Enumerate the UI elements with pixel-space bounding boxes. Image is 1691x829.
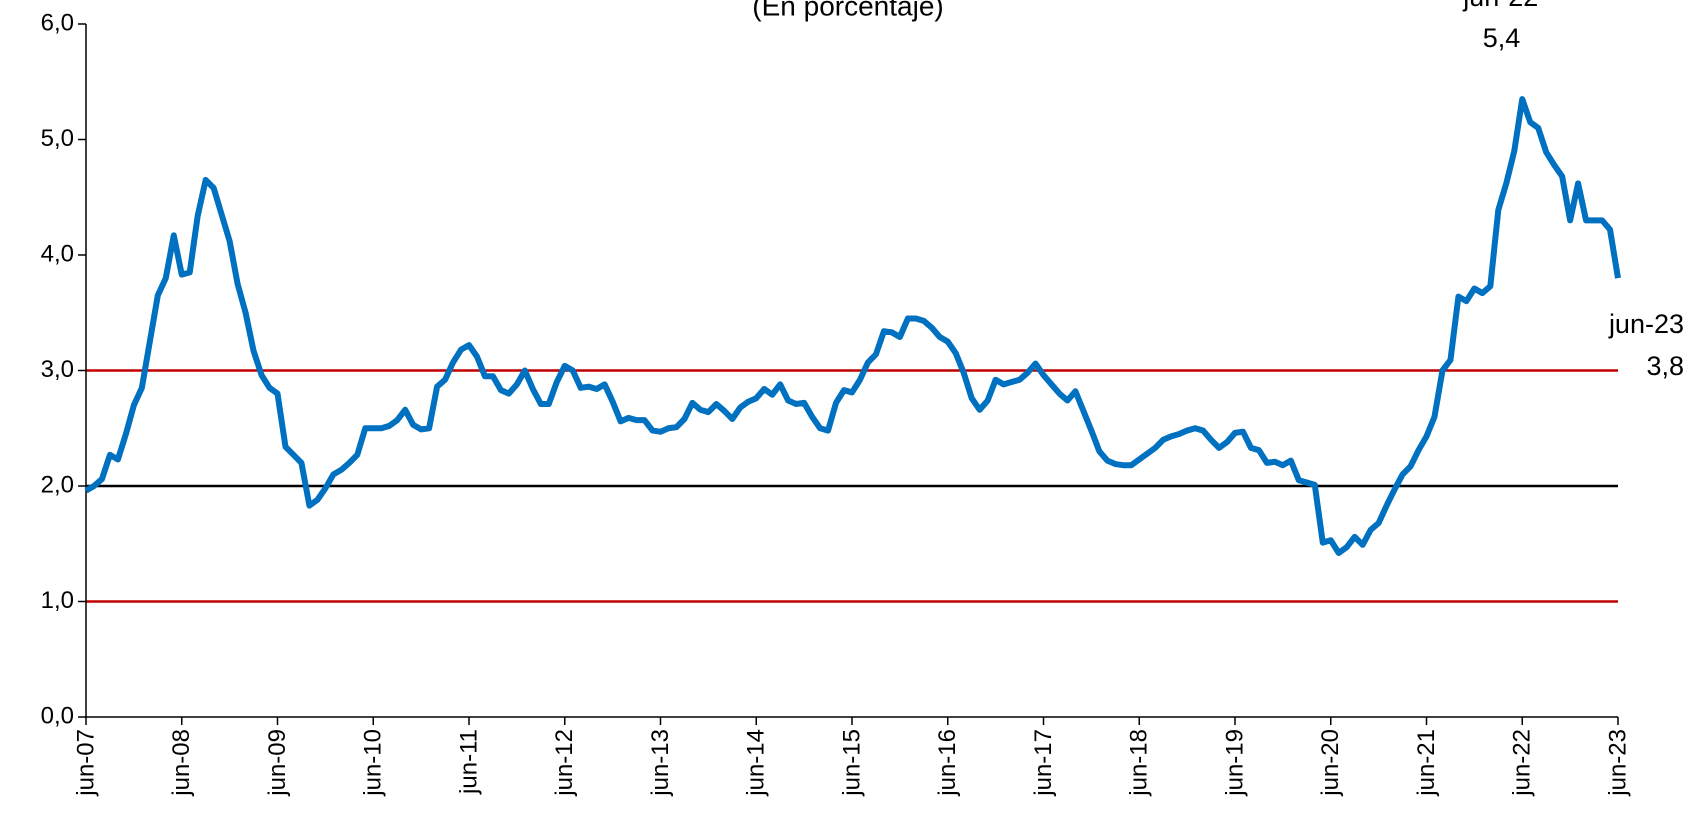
y-tick-label: 0,0 (41, 702, 74, 729)
x-tick-label: jun-10 (360, 729, 387, 797)
y-tick-label: 1,0 (41, 587, 74, 614)
chart-subtitle: (En porcentaje) (752, 0, 943, 21)
x-tick-label: jun-21 (1413, 729, 1440, 797)
x-tick-label: jun-08 (168, 729, 195, 797)
y-tick-label: 5,0 (41, 125, 74, 152)
x-tick-label: jun-16 (934, 729, 961, 797)
x-tick-label: jun-17 (1030, 729, 1057, 797)
x-tick-label: jun-22 (1509, 729, 1536, 797)
x-tick-label: jun-13 (647, 729, 674, 797)
y-tick-label: 3,0 (41, 356, 74, 383)
annotation-date: jun-23 (1608, 309, 1684, 339)
value-label: 5,4 (1483, 23, 1521, 53)
x-tick-label: jun-07 (72, 729, 99, 797)
x-tick-label: jun-11 (455, 729, 482, 795)
x-tick-label: jun-14 (743, 729, 770, 797)
x-tick-label: jun-18 (1126, 729, 1153, 797)
annotation-date: jun-22 (1462, 0, 1538, 12)
y-tick-label: 6,0 (41, 9, 74, 36)
x-tick-label: jun-09 (264, 729, 291, 797)
x-tick-label: jun-23 (1604, 729, 1631, 797)
x-tick-label: jun-20 (1317, 729, 1344, 797)
y-tick-label: 4,0 (41, 240, 74, 267)
y-tick-label: 2,0 (41, 471, 74, 498)
x-tick-label: jun-12 (551, 729, 578, 797)
value-label: 3,8 (1646, 351, 1684, 381)
x-tick-label: jun-19 (1221, 729, 1248, 797)
x-tick-label: jun-15 (838, 729, 865, 797)
data-line (84, 96, 1621, 556)
